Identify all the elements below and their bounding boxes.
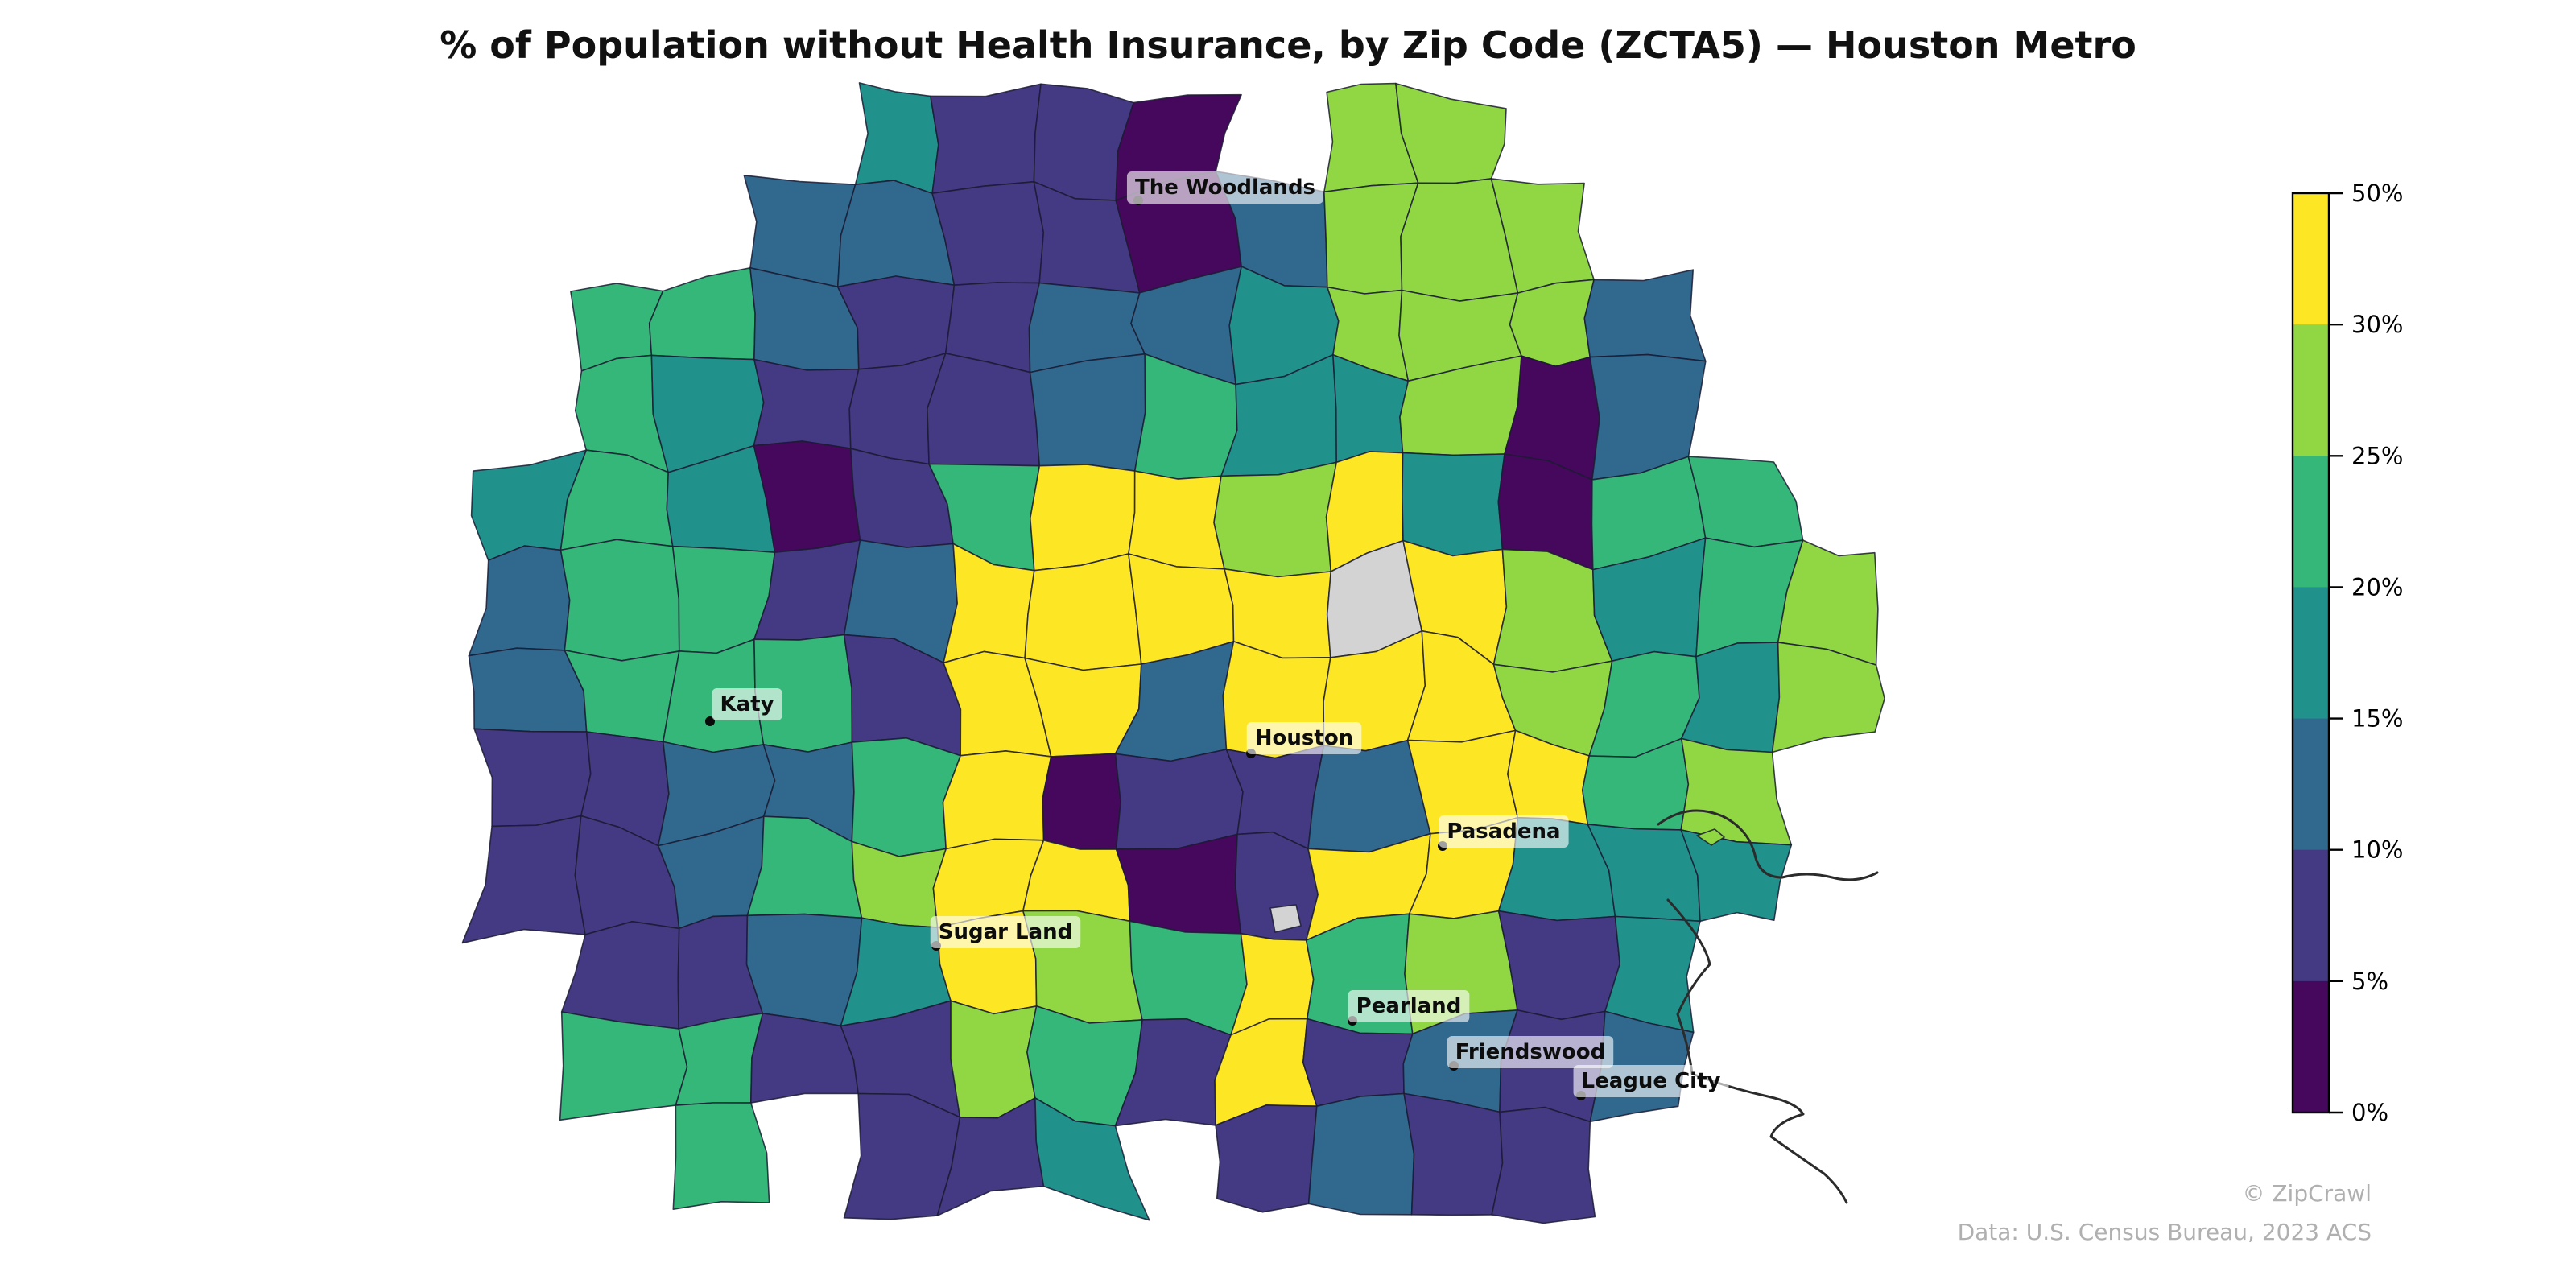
- colorbar-segment: [2293, 456, 2329, 588]
- zcta-region: [1497, 910, 1620, 1021]
- zcta-region: [1771, 642, 1885, 753]
- zcta-region: [1213, 461, 1337, 578]
- zcta-region: [1583, 269, 1707, 362]
- colorbar-segment: [2293, 324, 2329, 457]
- colorbar-tick-label: 20%: [2351, 573, 2403, 601]
- city-marker: Sugar Land: [930, 916, 1081, 951]
- colorbar-tick-label: 5%: [2351, 968, 2388, 995]
- colorbar-segment: [2293, 849, 2329, 982]
- city-marker: Houston: [1246, 722, 1362, 758]
- zcta-region: [950, 1000, 1038, 1119]
- city-label-background: [1439, 815, 1569, 848]
- zcta-region: [1024, 553, 1142, 671]
- zcta-region: [1030, 464, 1136, 572]
- zcta-region: [1680, 829, 1793, 923]
- city-label-background: [712, 688, 782, 720]
- zcta-region: [1034, 1097, 1150, 1221]
- city-label: The Woodlands: [1135, 175, 1315, 200]
- zcta-region: [745, 913, 863, 1027]
- zcta-region: [675, 1013, 764, 1106]
- bay-island-region: [1696, 828, 1725, 846]
- city-marker: The Woodlands: [1126, 171, 1324, 205]
- zcta-region: [461, 815, 586, 944]
- city-marker: Pearland: [1348, 990, 1470, 1026]
- colorbar-segment: [2293, 980, 2329, 1113]
- zcta-region: [930, 83, 1042, 194]
- colorbar-tick-label: 10%: [2351, 836, 2403, 864]
- zcta-region: [1129, 920, 1248, 1036]
- zcta-region: [942, 750, 1052, 850]
- city-marker: Friendswood: [1447, 1036, 1614, 1071]
- city-marker: Katy: [705, 688, 782, 726]
- zcta-region: [1491, 1106, 1596, 1224]
- city-label-background: [1573, 1065, 1729, 1097]
- colorbar-tick-label: 15%: [2351, 705, 2403, 733]
- colorbar-segment: [2293, 587, 2329, 720]
- zcta-region: [1680, 737, 1793, 846]
- zcta-region: [1042, 753, 1121, 850]
- city-marker: Pasadena: [1438, 815, 1569, 851]
- zcta-region: [851, 737, 961, 857]
- city-label: Sugar Land: [939, 920, 1073, 944]
- city-label: League City: [1582, 1069, 1721, 1093]
- colorbar-outline: [2291, 192, 2330, 1114]
- watermark-credit: © ZipCrawl: [2242, 1180, 2372, 1207]
- city-label: Katy: [720, 692, 774, 716]
- zcta-region: [648, 266, 756, 361]
- zcta-region-layer: [461, 82, 1885, 1224]
- zcta-region: [1029, 353, 1146, 472]
- zcta-region: [559, 539, 680, 662]
- zcta-region: [1215, 1104, 1318, 1213]
- city-label-layer: The Woodlands Katy Houston Pasadena Sugar La…: [705, 171, 1729, 1100]
- zcta-region: [1022, 840, 1131, 923]
- city-label-background: [1246, 722, 1362, 754]
- zcta-region: [1403, 1092, 1504, 1216]
- city-label: Friendswood: [1455, 1040, 1605, 1064]
- city-dot: [705, 716, 715, 726]
- zcta-region: [468, 545, 571, 657]
- zcta-region: [1128, 470, 1225, 570]
- colorbar-tick-label: 25%: [2351, 442, 2403, 469]
- coastline-inlet: [1657, 809, 1879, 881]
- zcta-region: [927, 353, 1041, 467]
- no-data-patch: [1269, 904, 1302, 933]
- data-source-credit: Data: U.S. Census Bureau, 2023 ACS: [1958, 1219, 2372, 1245]
- zcta-region: [1687, 456, 1804, 548]
- zcta-region: [1307, 1092, 1415, 1216]
- zcta-region: [854, 82, 939, 194]
- city-label-background: [1447, 1036, 1614, 1068]
- zcta-region: [559, 1011, 688, 1121]
- colorbar-segment: [2293, 718, 2329, 851]
- zcta-region: [672, 1102, 770, 1210]
- coastline-bay: [1666, 898, 1848, 1204]
- city-label-background: [930, 916, 1081, 948]
- city-label-background: [1348, 990, 1470, 1022]
- page-title: % of Population without Health Insurance…: [440, 23, 2136, 67]
- zcta-region: [1509, 279, 1595, 368]
- city-marker: League City: [1573, 1065, 1729, 1100]
- zcta-region: [1114, 749, 1244, 850]
- colorbar-tick-label: 50%: [2351, 180, 2403, 207]
- zcta-region: [753, 358, 860, 450]
- zcta-region: [560, 921, 680, 1030]
- colorbar-segment: [2293, 193, 2329, 325]
- city-label: Pearland: [1356, 994, 1462, 1018]
- zcta-region: [1115, 833, 1242, 935]
- city-label: Pasadena: [1447, 819, 1560, 844]
- colorbar-tick-label: 0%: [2351, 1099, 2388, 1126]
- zcta-region: [1402, 452, 1505, 557]
- city-label: Houston: [1255, 726, 1353, 750]
- zcta-region: [473, 728, 592, 828]
- colorbar: 50% 30% 25% 20% 15% 10% 5% 0%: [2291, 180, 2403, 1126]
- colorbar-tick-label: 30%: [2351, 311, 2403, 338]
- city-label-background: [1126, 171, 1324, 204]
